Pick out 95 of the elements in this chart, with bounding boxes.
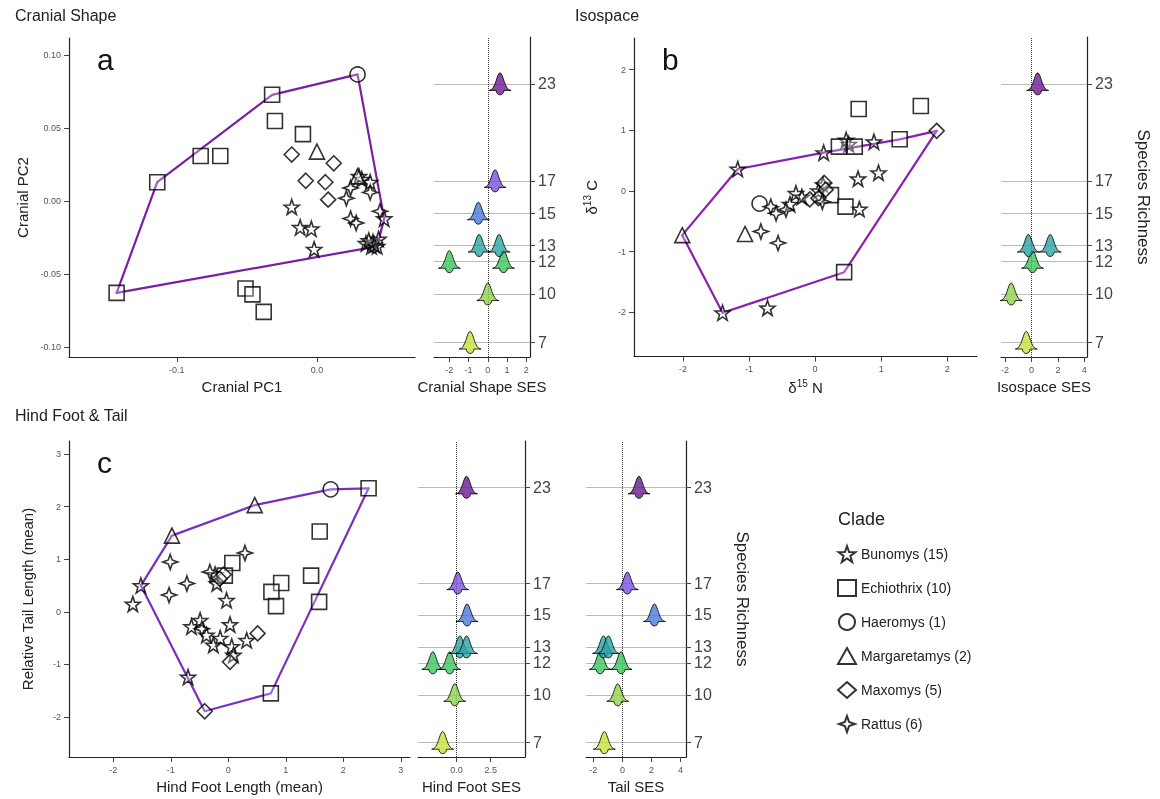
- y-tick-label: 17: [1095, 172, 1113, 190]
- x-tick-label: 1: [878, 364, 884, 374]
- y-tick-label: 1: [620, 125, 626, 136]
- x-tick-label: -1: [744, 364, 753, 374]
- y-tick-label: 10: [533, 686, 551, 704]
- chart-title: Isospace: [575, 6, 640, 24]
- y-tick-label: -0.10: [40, 341, 61, 352]
- x-tick-label: 0: [1028, 364, 1034, 375]
- y-tick-label: 15: [1095, 204, 1113, 222]
- x-axis-title: Tail SES: [607, 778, 665, 795]
- y-tick-label: 7: [538, 333, 547, 351]
- x-tick-label: -2: [589, 764, 598, 775]
- x-tick-label: -2: [1000, 364, 1009, 375]
- y-tick-label: 7: [533, 734, 542, 752]
- x-axis-title: Isospace SES: [996, 378, 1092, 395]
- y-tick-label: -2: [617, 307, 626, 318]
- y-tick-label: 17: [694, 574, 712, 592]
- x-tick-label: 2: [523, 364, 529, 375]
- x-tick-label: -0.1: [169, 364, 185, 375]
- y-tick-label: 13: [533, 638, 551, 656]
- x-axis-title: Cranial PC1: [201, 378, 283, 395]
- x-tick-label: -2: [678, 364, 687, 374]
- y-axis-title: Cranial PC2: [13, 157, 31, 238]
- x-tick-label: 2: [340, 764, 346, 775]
- x-tick-label: -2: [109, 764, 118, 775]
- chart-title: Hind Foot & Tail: [15, 406, 128, 424]
- y-tick-label: 2: [55, 501, 61, 512]
- x-tick-label: -1: [166, 764, 175, 775]
- x-axis-title: Hind Foot SES: [421, 778, 522, 795]
- y-tick-label: 15: [533, 606, 551, 624]
- y-tick-label: 1: [55, 554, 61, 565]
- y-tick-label: -1: [52, 659, 61, 670]
- y-tick-label: 13: [538, 236, 556, 254]
- y-tick-label: 0.10: [43, 50, 61, 61]
- x-tick-label: 2.5: [484, 764, 497, 775]
- x-axis-title: Hind Foot Length (mean): [156, 778, 323, 795]
- legend-label: Haeromys (1): [861, 614, 946, 630]
- annotation: c: [97, 445, 112, 479]
- y-tick-label: 12: [533, 654, 551, 672]
- y-tick-label: 15: [538, 204, 556, 222]
- y-tick-label: -2: [52, 712, 61, 723]
- legend-label: Rattus (6): [861, 716, 923, 732]
- y-tick-label: 3: [55, 449, 61, 460]
- legend-label: Echiothrix (10): [861, 580, 952, 596]
- y-tick-label: 13: [1095, 236, 1113, 254]
- y-tick-label: 13: [694, 638, 712, 656]
- y-tick-label: -0.05: [40, 268, 61, 279]
- y-axis-title: Species Richness: [733, 531, 752, 667]
- y-tick-label: 0: [55, 606, 61, 617]
- y-tick-label: 7: [1095, 333, 1104, 351]
- x-tick-label: 0: [225, 764, 231, 775]
- x-tick-label: 0.0: [450, 764, 463, 775]
- legend-label: Maxomys (5): [861, 682, 942, 698]
- y-axis-title: δ13 C: [581, 179, 600, 215]
- y-tick-label: 10: [538, 285, 556, 303]
- x-tick-label: 4: [678, 764, 684, 775]
- y-tick-label: 23: [694, 478, 712, 496]
- x-axis-title: Cranial Shape SES: [417, 378, 547, 395]
- y-tick-label: 17: [538, 172, 556, 190]
- x-tick-label: 3: [398, 764, 404, 775]
- y-axis-title: Species Richness: [1134, 129, 1153, 265]
- y-tick-label: 23: [1095, 75, 1113, 93]
- x-tick-label: 1: [283, 764, 289, 775]
- y-tick-label: 2: [620, 64, 626, 75]
- x-tick-label: 0: [812, 364, 818, 374]
- y-tick-label: 17: [533, 574, 551, 592]
- x-tick-label: 0.0: [310, 364, 324, 375]
- y-tick-label: 23: [538, 75, 556, 93]
- y-tick-label: 0.05: [43, 123, 61, 134]
- chart-title: Cranial Shape: [15, 6, 117, 24]
- x-tick-label: 0: [485, 364, 491, 375]
- x-tick-label: -2: [445, 364, 454, 375]
- legend-title: Clade: [838, 509, 886, 529]
- x-tick-label: -1: [464, 364, 473, 375]
- y-tick-label: 0: [620, 185, 626, 196]
- y-tick-label: 15: [694, 606, 712, 624]
- y-tick-label: 12: [694, 654, 712, 672]
- y-tick-label: 12: [538, 253, 556, 271]
- y-tick-label: 10: [694, 686, 712, 704]
- x-tick-label: 2: [944, 364, 950, 374]
- x-tick-label: 2: [648, 764, 655, 775]
- y-tick-label: -1: [617, 246, 626, 257]
- y-axis-title: Relative Tail Length (mean): [19, 507, 36, 691]
- legend-label: Bunomys (15): [861, 546, 949, 562]
- annotation: b: [662, 42, 679, 76]
- annotation: a: [97, 42, 114, 76]
- x-tick-label: 4: [1081, 364, 1087, 375]
- y-tick-label: 10: [1095, 285, 1113, 303]
- legend-label: Margaretamys (2): [861, 648, 972, 664]
- y-tick-label: 12: [1095, 253, 1113, 271]
- y-tick-label: 7: [694, 734, 703, 752]
- y-tick-label: 23: [533, 478, 551, 496]
- x-tick-label: 2: [1055, 364, 1061, 375]
- y-tick-label: 0.00: [43, 196, 61, 207]
- x-tick-label: 1: [504, 364, 510, 375]
